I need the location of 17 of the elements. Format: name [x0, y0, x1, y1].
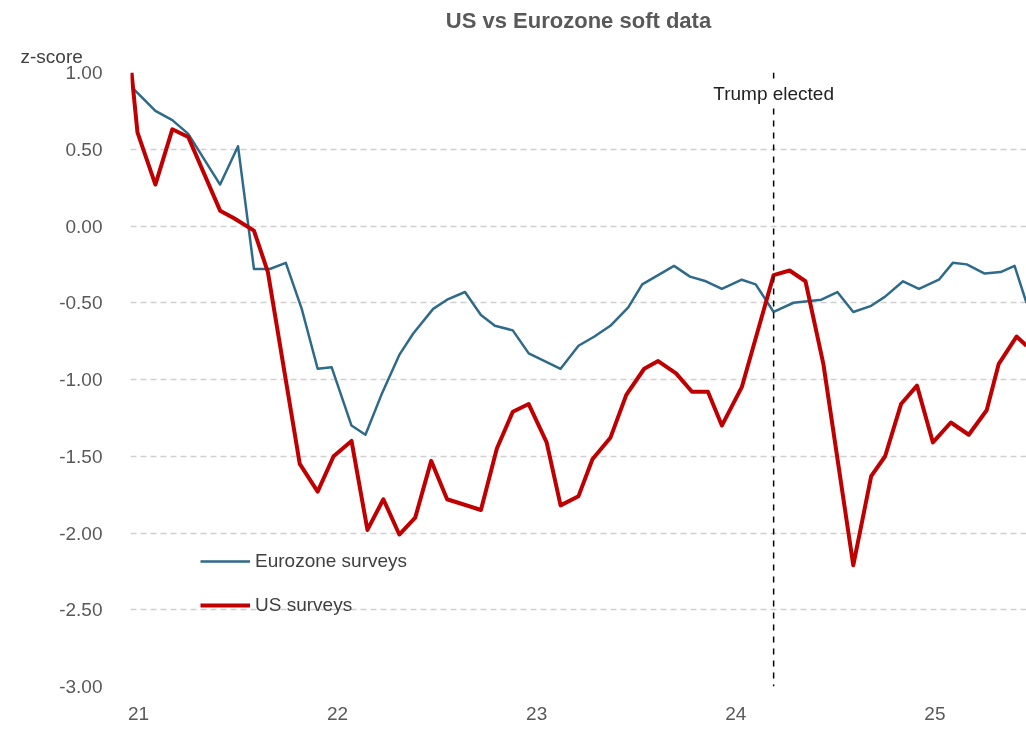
y-tick-label: -2.50	[59, 599, 103, 621]
y-tick-label: -1.00	[59, 369, 103, 390]
legend-label: US surveys	[255, 594, 353, 616]
y-tick-label: -3.00	[59, 676, 103, 697]
y-tick-label: -0.50	[59, 292, 103, 314]
y-tick-label: 0.50	[65, 138, 103, 160]
x-tick-label: 25	[924, 702, 946, 724]
x-tick-label: 24	[725, 702, 747, 724]
x-tick-label: 21	[127, 702, 150, 724]
y-tick-label: -2.00	[59, 522, 103, 544]
chart-title: US vs Eurozone soft data	[445, 7, 712, 33]
y-tick-label: -1.50	[59, 445, 103, 467]
legend-label: Eurozone surveys	[255, 550, 408, 572]
x-tick-label: 23	[526, 702, 548, 724]
y-tick-label: 0.00	[65, 215, 103, 237]
x-tick-label: 22	[327, 702, 349, 724]
ref-line-label: Trump elected	[713, 82, 835, 104]
